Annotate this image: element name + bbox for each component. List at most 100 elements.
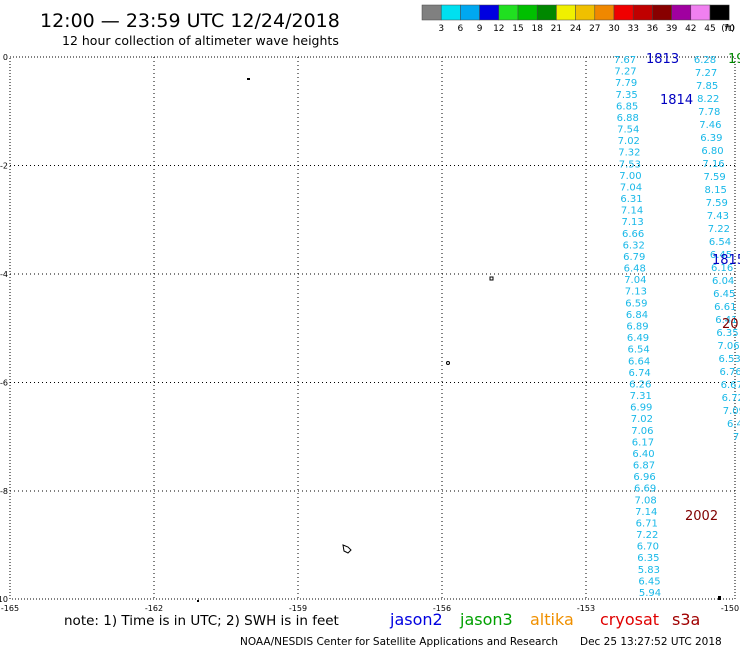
island [446,361,450,365]
wave-height-value: 6.16 [711,263,733,274]
wave-height-value: 7.00 [619,171,641,182]
legend-value: 30 [608,24,620,34]
pass-label-1815: 1815 [712,253,740,268]
legend-swatch [460,4,480,21]
wave-height-value: 6.45 [710,250,732,261]
wave-height-value: 6.04 [712,276,734,287]
legend-value: 3 [438,24,444,34]
wave-height-value: 6.45 [713,289,735,300]
latitude-label: -2 [0,162,8,171]
wave-height-value: 6.28 [694,55,716,66]
wave-height-value: 6.76 [720,367,740,378]
pass-label-2002: 2002 [685,509,718,524]
legend-value: 36 [647,24,659,34]
longitude-label: -159 [289,604,307,613]
legend-swatch [652,4,672,21]
legend-value: 12 [493,24,504,34]
legend-swatch [498,4,519,21]
longitude-labels: -165 -162 -159 -156 -153 -150 [1,604,739,613]
longitude-label: -162 [145,604,163,613]
wave-height-value: 6.40 [632,449,654,460]
wave-height-value: 7.09 [723,406,740,417]
legend-swatch [690,4,711,21]
legend-unit: (ft) [721,24,735,34]
islands [197,78,721,602]
timestamp-text: Dec 25 13:27:52 UTC 2018 [580,636,722,648]
wave-height-value: 6.66 [622,229,644,240]
legend-swatch [517,4,538,21]
map-frame [9,56,736,600]
latitude-labels: 0 -2 -4 -6 -8 -10 [0,53,8,604]
wave-height-value: 6.87 [633,461,655,472]
longitude-label: -156 [433,604,451,613]
wave-height-value: 7.06 [717,341,739,352]
island [718,596,721,600]
wave-height-value: 8.22 [697,94,719,105]
legend-swatch [536,4,557,21]
wave-height-value: 6.49 [627,333,649,344]
wave-height-value: 6.54 [627,345,649,356]
satellite-name: s3a [672,610,700,629]
wave-height-value: 6.59 [625,298,647,309]
lat-lon-grid [9,56,736,600]
wave-height-value: 7.53 [619,159,641,170]
satellite-name: jason3 [459,610,513,629]
wave-height-value: 7.04 [620,182,642,193]
wave-height-value: 6.74 [629,368,651,379]
legend-swatch [709,4,730,21]
wave-height-value: 7.79 [615,78,637,89]
wave-height-value: 6.41 [715,315,737,326]
legend-swatch [671,4,692,21]
wave-height-value: 7 [733,432,739,443]
legend-value: 70 [723,24,735,34]
latitude-label: -4 [0,270,8,279]
latitude-label: -8 [0,487,8,496]
wave-height-value: 6.71 [636,518,658,529]
wave-height-value: 6.99 [630,403,652,414]
wave-height-value: 6.88 [617,113,639,124]
island [342,544,352,554]
wave-height-value: 6.31 [620,194,642,205]
wave-height-value: 7.78 [698,107,720,118]
wave-height-value: 7.04 [624,275,646,286]
wave-height-value: 7.59 [706,198,728,209]
legend-value: 24 [570,24,582,34]
wave-height-value: 6.4 [727,419,740,430]
legend-swatch [575,4,596,21]
color-legend: 3 6 9 12 15 18 21 24 27 30 33 36 39 42 45 70(ft) [421,4,735,34]
legend-swatch [594,4,615,21]
wave-height-value: 7.54 [617,125,639,136]
wave-height-value: 5.83 [638,565,660,576]
wave-height-value: 7.67 [614,55,636,66]
wave-height-value: 7.14 [635,507,657,518]
wave-height-value: 7.02 [618,136,640,147]
wave-height-value: 7.22 [708,224,730,235]
wave-height-value: 6.53 [718,354,740,365]
wave-height-value: 7.46 [699,120,721,131]
wave-height-value: 7.27 [614,67,636,78]
pass-label-19: 19 [728,52,740,67]
pass-label-1813: 1813 [646,52,679,67]
island [247,78,250,80]
wave-height-value: 7.16 [702,159,724,170]
latitude-label: 0 [3,53,8,62]
legend-swatch [613,4,634,21]
wave-height-value: 6.96 [633,472,655,483]
island [489,276,494,281]
wave-height-value: 7.06 [631,426,653,437]
wave-height-value: 6.84 [626,310,648,321]
legend-value: 42 [685,24,696,34]
legend-value: 18 [531,24,543,34]
legend-swatch [479,4,500,21]
island [197,600,199,602]
altimeter-track-a: 7.677.277.797.356.856.887.547.027.327.53… [614,55,661,599]
wave-height-value: 6.17 [632,437,654,448]
longitude-label: -153 [577,604,595,613]
latitude-label: -6 [0,379,8,388]
wave-height-value: 6.79 [623,252,645,263]
legend-value: 45 [704,24,715,34]
map-title: 12:00 — 23:59 UTC 12/24/2018 [40,10,340,32]
credit-text: NOAA/NESDIS Center for Satellite Applica… [240,636,558,648]
wave-height-value: 7.59 [703,172,725,183]
